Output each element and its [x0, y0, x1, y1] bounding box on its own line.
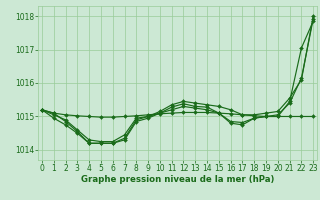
X-axis label: Graphe pression niveau de la mer (hPa): Graphe pression niveau de la mer (hPa) [81, 175, 274, 184]
